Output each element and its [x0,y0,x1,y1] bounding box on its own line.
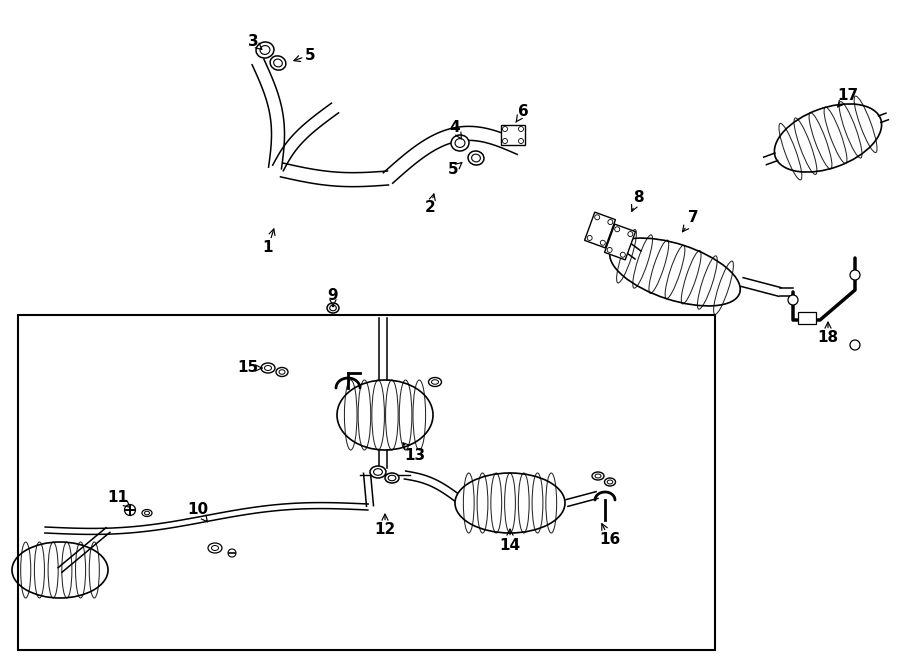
Ellipse shape [605,478,616,486]
Ellipse shape [260,46,270,54]
Text: 5: 5 [294,48,315,63]
Ellipse shape [451,135,469,151]
Circle shape [850,270,860,280]
Polygon shape [379,318,388,380]
Polygon shape [45,502,368,534]
Text: 14: 14 [500,529,520,553]
Polygon shape [281,163,389,186]
Text: 7: 7 [682,210,698,232]
Text: 2: 2 [425,194,436,215]
Ellipse shape [374,469,382,475]
Polygon shape [404,471,463,503]
Text: 17: 17 [837,87,859,107]
Text: 4: 4 [450,120,462,139]
Polygon shape [605,224,635,260]
Ellipse shape [428,377,442,387]
Text: 13: 13 [403,443,426,463]
Ellipse shape [337,380,433,450]
Ellipse shape [261,363,275,373]
Ellipse shape [327,303,339,313]
Ellipse shape [329,305,337,311]
Ellipse shape [208,543,222,553]
Polygon shape [584,212,616,248]
Polygon shape [383,126,523,183]
Text: 15: 15 [238,360,262,375]
Circle shape [788,295,798,305]
Circle shape [124,504,136,516]
Text: 10: 10 [187,502,209,522]
Ellipse shape [142,510,152,516]
Circle shape [850,340,860,350]
Polygon shape [604,228,641,259]
Bar [798,312,816,324]
Polygon shape [252,59,284,169]
Ellipse shape [592,472,604,480]
Text: 12: 12 [374,514,396,537]
Ellipse shape [274,59,283,67]
Ellipse shape [256,42,274,58]
Circle shape [228,549,236,557]
Polygon shape [764,153,778,165]
Ellipse shape [455,473,565,533]
Text: 11: 11 [107,490,130,508]
Ellipse shape [276,368,288,377]
Polygon shape [273,103,338,171]
Text: 1: 1 [263,229,275,256]
Ellipse shape [270,56,286,70]
Ellipse shape [468,151,484,165]
Polygon shape [379,450,388,468]
Polygon shape [780,288,793,296]
Text: 18: 18 [817,322,839,346]
Ellipse shape [472,154,481,162]
Polygon shape [58,527,110,572]
Ellipse shape [385,473,399,483]
Text: 3: 3 [248,34,262,50]
Text: 6: 6 [516,104,528,122]
Ellipse shape [610,238,740,306]
Text: 5: 5 [447,163,462,178]
Polygon shape [741,278,781,296]
Polygon shape [566,492,598,506]
Ellipse shape [370,466,386,478]
Text: 16: 16 [599,524,621,547]
Ellipse shape [12,542,108,598]
Ellipse shape [774,104,882,172]
Text: 9: 9 [328,288,338,307]
Ellipse shape [388,475,396,481]
Bar [18,315,715,650]
Polygon shape [364,473,374,506]
Polygon shape [878,113,888,122]
Ellipse shape [455,139,465,147]
Text: 8: 8 [632,190,644,212]
Polygon shape [501,125,525,145]
